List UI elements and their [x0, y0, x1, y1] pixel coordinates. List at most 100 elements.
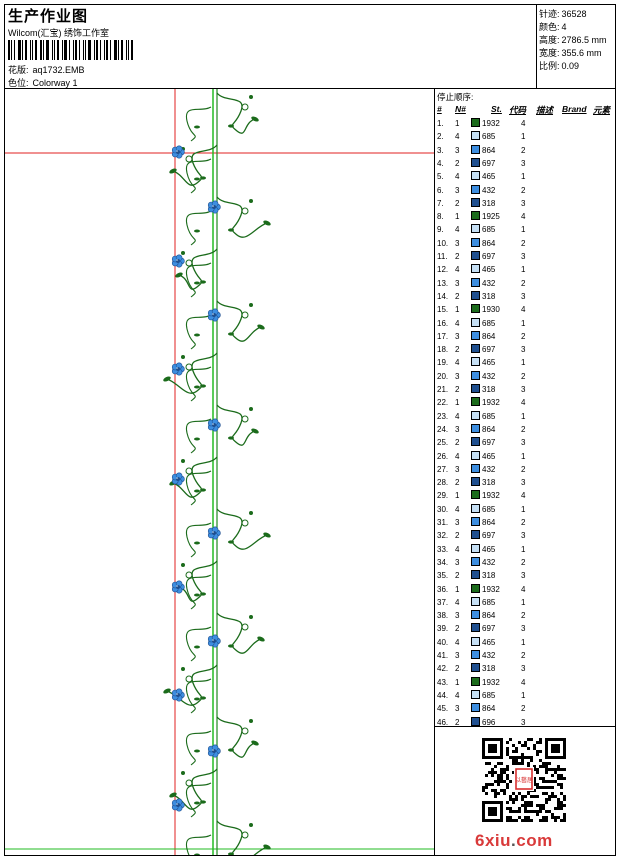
qr-module	[521, 804, 524, 807]
col-header-index: #	[437, 104, 442, 114]
qr-module	[551, 813, 554, 816]
color-code: 1932	[482, 677, 500, 687]
qr-module	[533, 783, 536, 786]
color-code: 864	[482, 518, 496, 527]
qr-module	[539, 765, 542, 768]
qr-module	[548, 780, 551, 783]
needle-number: 4	[455, 411, 460, 421]
stop-row: 32. 2 697 3	[435, 529, 613, 542]
qr-module	[506, 765, 509, 768]
qr-module	[530, 810, 533, 813]
qr-module	[500, 789, 503, 792]
vine-scroll-left	[185, 470, 212, 506]
qr-module	[548, 798, 551, 801]
stop-index: 28.	[437, 478, 449, 488]
stop-index: 10.	[437, 238, 449, 248]
color-code: 318	[482, 571, 496, 581]
qr-module	[512, 762, 515, 765]
watermark-dot: .	[511, 831, 517, 850]
stop-value: 3	[521, 385, 526, 394]
qr-module	[485, 762, 488, 765]
page-title: 生产作业图	[8, 8, 89, 25]
stat-width: 宽度: 355.6 mm	[539, 46, 602, 59]
leaf	[251, 740, 259, 746]
stop-value: 1	[521, 504, 526, 514]
qr-module	[530, 801, 533, 804]
color-code: 432	[482, 464, 496, 474]
stat-value: 0.09	[561, 61, 580, 71]
leaf	[194, 125, 200, 129]
color-code: 685	[482, 318, 496, 328]
qr-module	[527, 819, 530, 822]
stop-index: 22.	[437, 398, 449, 408]
stat-colors: 颜色: 4	[539, 20, 567, 33]
color-code: 1932	[482, 398, 500, 408]
color-swatch	[471, 237, 480, 247]
color-swatch	[471, 264, 480, 274]
leaf-bud	[249, 303, 253, 307]
leaf	[228, 748, 234, 752]
qr-module	[557, 768, 560, 771]
stop-value: 2	[521, 331, 526, 341]
stop-index: 26.	[437, 451, 449, 461]
stat-value: 4	[561, 22, 567, 32]
stop-value: 2	[521, 185, 526, 195]
qr-module	[557, 765, 560, 768]
qr-module	[512, 771, 515, 774]
stop-row: 9. 4 685 1	[435, 223, 613, 236]
qr-module	[512, 759, 515, 762]
leaf	[257, 324, 265, 330]
flower-left-highlight	[176, 367, 178, 369]
qr-module	[533, 780, 536, 783]
needle-number: 2	[455, 571, 460, 581]
qr-module	[560, 807, 563, 810]
stop-row: 42. 2 318 3	[435, 662, 613, 675]
leaf	[228, 228, 234, 232]
qr-module	[545, 780, 548, 783]
stop-index: 32.	[437, 531, 449, 541]
stop-row: 23. 4 685 1	[435, 410, 613, 423]
barcode-bar	[10, 40, 12, 60]
stop-value: 3	[521, 478, 526, 488]
leaf	[169, 792, 177, 798]
qr-module	[533, 810, 536, 813]
qr-module	[548, 768, 551, 771]
qr-module	[563, 777, 566, 780]
leaf-bud	[249, 511, 253, 515]
qr-module	[518, 762, 521, 765]
color-swatch	[471, 144, 480, 154]
stat-value: 36528	[561, 9, 587, 19]
stop-value: 1	[521, 265, 526, 275]
qr-module	[554, 819, 557, 822]
color-code: 685	[482, 597, 496, 607]
vine-curl	[241, 831, 249, 839]
stop-index: 14.	[437, 291, 449, 301]
flower-left-highlight	[176, 477, 178, 479]
color-code: 697	[482, 158, 496, 168]
stop-index: 40.	[437, 637, 449, 647]
stop-index: 27.	[437, 464, 449, 474]
flower-left-highlight	[176, 693, 178, 695]
flower-center-highlight	[212, 639, 214, 641]
qr-module	[518, 741, 521, 744]
stop-row: 21. 2 318 3	[435, 383, 613, 396]
vine-curl	[241, 727, 249, 735]
stop-index: 20.	[437, 371, 449, 381]
barcode-bar	[118, 40, 120, 60]
needle-number: 3	[455, 331, 460, 341]
stop-row: 29. 1 1932 4	[435, 489, 613, 502]
qr-module	[551, 795, 554, 798]
leaf	[194, 229, 200, 233]
stop-row: 44. 4 685 1	[435, 689, 613, 702]
leaf	[257, 636, 265, 642]
qr-module	[545, 768, 548, 771]
leaf-bud	[249, 615, 253, 619]
barcode-bar	[39, 40, 42, 60]
stat-height: 高度: 2786.5 mm	[539, 33, 607, 46]
qr-module	[554, 771, 557, 774]
vine-scroll-left	[185, 730, 212, 766]
qr-module	[485, 783, 488, 786]
qr-module	[563, 813, 566, 816]
vine-curl	[185, 675, 193, 683]
qr-module	[494, 765, 497, 768]
